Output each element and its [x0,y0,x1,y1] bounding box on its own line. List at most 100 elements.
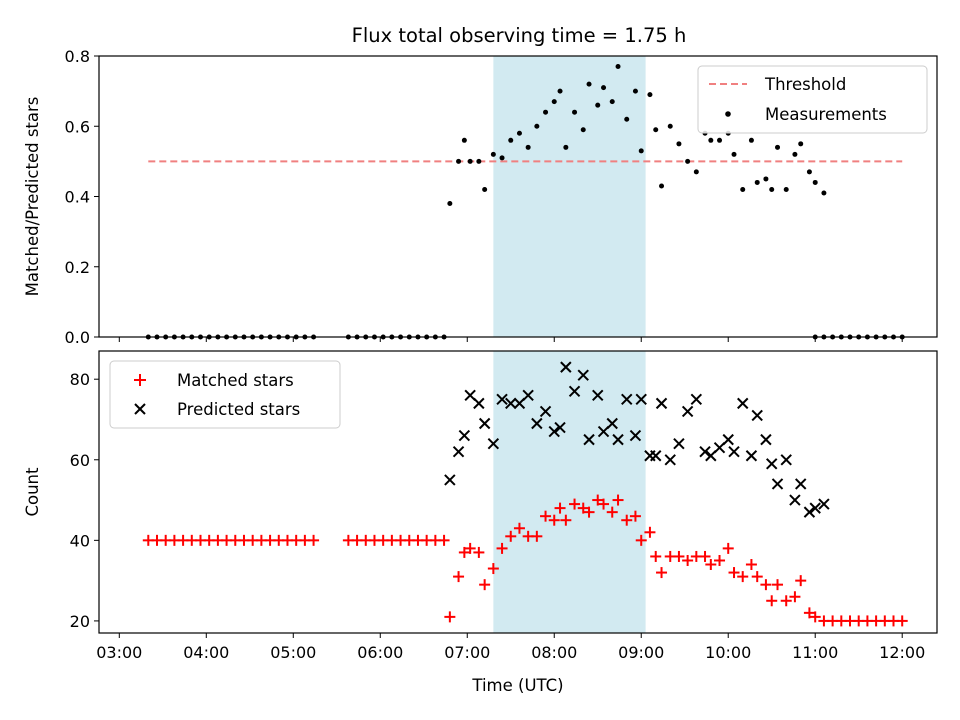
matched-star-point [673,550,685,562]
legend-matched-label: Matched stars [177,371,294,390]
count-marks [142,361,908,627]
matched-star-point [308,534,320,546]
matched-star-point [479,579,491,591]
measurement-point [632,88,638,94]
count-x-axis: 03:00 04:00 05:00 06:00 07:00 08:00 09:00 10:00… [96,633,925,662]
matched-star-point [714,554,726,566]
measurement-point [821,190,827,196]
measurement-point [740,186,746,192]
y-tick-label: 0.8 [65,47,90,66]
x-tick-label: 04:00 [183,643,229,662]
legend-measurements-label: Measurements [765,105,887,124]
count-y-axis-label: Count [23,467,42,517]
count-legend-box [109,360,341,429]
x-tick-label: 05:00 [270,643,316,662]
legend-threshold-label: Threshold [764,75,846,94]
ratio-y-axis-label: Matched/Predicted stars [23,97,42,297]
matched-star-point [745,559,757,571]
matched-star-point [531,530,543,542]
matched-star-point [487,563,499,575]
chart-title: Flux total observing time = 1.75 h [352,24,687,47]
measurement-point [638,148,644,154]
ratio-panel: 0.00.20.40.60.8 Matched/Predicted stars … [23,47,938,347]
matched-star-point [540,510,552,522]
measurement-point [806,169,812,175]
measurement-point [586,81,592,87]
matched-star-point [772,579,784,591]
matched-star-point [548,514,560,526]
predicted-star-point [583,433,595,446]
predicted-star-point [650,450,662,462]
ratio-marks [145,64,905,340]
matched-star-point [682,554,694,566]
predicted-star-point [612,433,624,446]
measurement-point [572,109,578,115]
matched-star-point [795,575,807,587]
observing-window-band [493,56,646,337]
matched-star-point [722,542,734,554]
matched-star-point [803,607,815,619]
count-legend: Matched stars Predicted stars [109,360,341,429]
measurement-point [563,144,569,150]
x-tick-label: 12:00 [879,643,925,662]
measurement-point [543,109,549,115]
y-tick-label: 0.6 [65,117,90,136]
predicted-star-point [444,474,456,486]
predicted-star-point [655,397,668,410]
predicted-star-point [737,397,749,410]
measurement-point [467,158,473,164]
measurement-point [763,176,769,182]
matched-star-point [809,611,821,623]
predicted-star-point [606,417,618,430]
matched-star-point [766,595,778,607]
predicted-star-point [789,494,801,506]
measurement-point [551,99,557,105]
matched-star-point [789,591,801,603]
predicted-star-point [681,405,694,418]
matched-star-point [473,546,485,558]
x-tick-label: 07:00 [444,643,490,662]
predicted-star-point [464,389,476,402]
predicted-star-point [818,498,830,510]
matched-star-point [635,534,647,546]
predicted-star-point [539,405,552,418]
predicted-star-point [766,458,778,470]
matched-star-point [629,510,641,522]
predicted-star-point [577,369,589,381]
measurement-point [717,137,723,143]
x-tick-label: 08:00 [531,643,577,662]
measurement-point [580,127,586,133]
matched-star-point [464,542,476,554]
matched-star-point [699,550,711,562]
predicted-star-point [513,397,526,410]
y-tick-label: 80 [70,370,90,389]
predicted-star-point [568,385,581,397]
matched-star-point [554,502,566,514]
y-tick-label: 20 [70,612,90,631]
matched-star-point [705,559,717,571]
measurement-point [516,130,522,136]
matched-star-point [780,595,792,607]
measurement-point [667,123,673,129]
measurement-point [783,186,789,192]
predicted-star-point [745,450,758,462]
predicted-star-point [531,417,543,430]
matched-star-point [650,550,662,562]
predicted-star-point [771,478,784,490]
measurement-point [482,186,488,192]
measurement-point [708,137,714,143]
matched-star-point [458,546,470,558]
matched-star-point [728,567,740,579]
y-tick-label: 60 [70,451,90,470]
measurement-point [456,158,462,164]
x-tick-label: 11:00 [792,643,838,662]
predicted-star-point [809,502,821,514]
ratio-x-ticks [118,337,903,342]
predicted-star-point [452,446,465,458]
predicted-star-point [728,446,740,458]
matched-star-point [569,498,581,510]
predicted-star-point [635,393,647,406]
predicted-star-point [478,417,491,430]
predicted-star-point [592,389,604,402]
